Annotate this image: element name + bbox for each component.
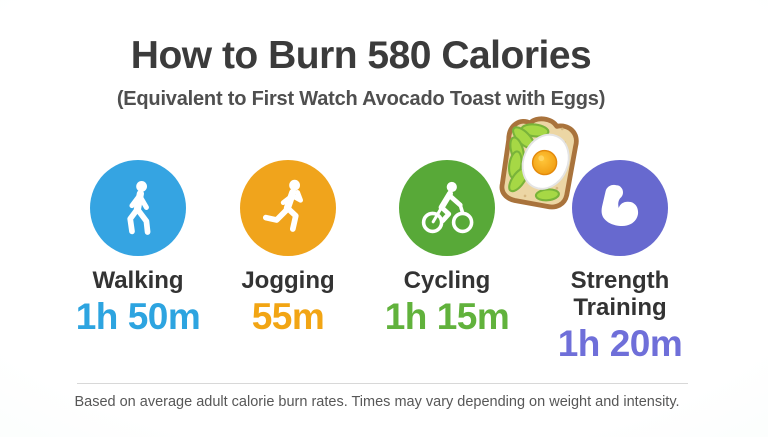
flexed-biceps-icon xyxy=(572,160,668,256)
cyclist-glyph xyxy=(421,181,474,234)
running-person-glyph xyxy=(262,179,303,232)
activity-time: 1h 20m xyxy=(557,322,683,364)
activity-time: 1h 15m xyxy=(384,295,510,337)
divider xyxy=(77,383,688,384)
activity-label: Walking xyxy=(92,267,184,294)
activity-label: Cycling xyxy=(403,267,491,294)
activity-time: 1h 50m xyxy=(75,295,201,337)
activity-time: 55m xyxy=(251,295,325,337)
activity-cycling: Cycling 1h 15m xyxy=(357,160,537,337)
cycling-icon xyxy=(399,160,495,256)
walking-icon xyxy=(90,160,186,256)
activity-label: Jogging xyxy=(241,267,335,294)
avocado-toast-icon xyxy=(499,116,579,210)
activity-strength-training: Strength Training 1h 20m xyxy=(530,160,710,364)
flexed-biceps-glyph xyxy=(601,184,639,226)
activity-jogging: Jogging 55m xyxy=(198,160,378,337)
activity-label: Strength Training xyxy=(570,267,670,321)
page-title: How to Burn 580 Calories xyxy=(130,34,592,77)
avocado-toast-illustration xyxy=(485,106,592,217)
footer-note: Based on average adult calorie burn rate… xyxy=(74,394,680,410)
page-subtitle: (Equivalent to First Watch Avocado Toast… xyxy=(116,87,606,110)
header: How to Burn 580 Calories (Equivalent to … xyxy=(0,0,768,111)
activity-walking: Walking 1h 50m xyxy=(48,160,228,337)
running-icon xyxy=(240,160,336,256)
walking-person-glyph xyxy=(127,181,151,235)
